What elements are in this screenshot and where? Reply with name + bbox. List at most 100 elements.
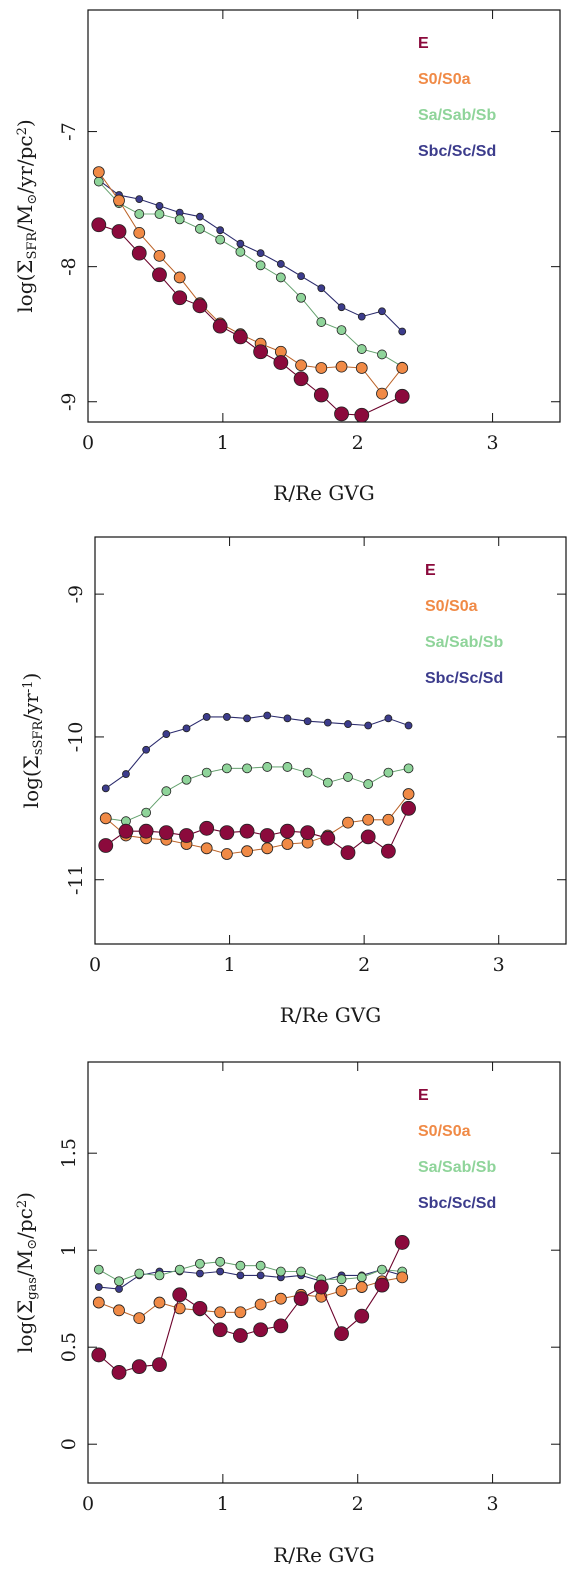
data-point — [293, 1291, 309, 1307]
data-point — [378, 307, 386, 316]
data-point — [256, 249, 265, 258]
data-point — [239, 823, 255, 839]
data-point — [98, 838, 114, 853]
series-line — [98, 1242, 403, 1374]
data-point — [356, 1272, 367, 1283]
series-line-overlay — [105, 715, 409, 789]
series-line — [98, 1276, 403, 1319]
y-tick-label: 0.5 — [58, 1332, 80, 1362]
data-point — [313, 387, 329, 403]
data-point — [201, 767, 212, 778]
data-point — [404, 721, 413, 730]
x-tick-label: 1 — [217, 432, 229, 454]
x-tick-label: 2 — [352, 432, 364, 454]
data-point — [377, 1264, 387, 1275]
data-point — [322, 777, 333, 788]
legend-item: S0/S0a — [418, 1123, 471, 1140]
legend-item: S0/S0a — [418, 71, 471, 88]
y-tick-label: -10 — [65, 722, 87, 753]
data-point — [335, 1285, 348, 1297]
data-point — [202, 713, 211, 721]
data-point — [300, 825, 316, 841]
data-point — [155, 201, 164, 210]
data-point — [263, 711, 272, 720]
data-point — [323, 718, 332, 727]
series-line-overlay — [98, 1269, 403, 1290]
data-point — [141, 807, 152, 818]
series-line-overlay — [105, 808, 409, 853]
x-tick-label: 1 — [224, 954, 236, 976]
x-tick-label: 2 — [352, 1493, 364, 1515]
y-tick-label: 1 — [58, 1244, 80, 1256]
data-point — [99, 812, 112, 825]
series-line — [105, 793, 410, 855]
data-point — [235, 246, 246, 257]
data-point — [221, 763, 232, 774]
series-line — [105, 766, 409, 822]
data-point — [295, 359, 307, 372]
series-line — [98, 179, 403, 332]
x-tick-label: 1 — [217, 1493, 229, 1515]
data-point — [215, 1256, 226, 1267]
data-point — [215, 234, 226, 245]
data-point — [111, 224, 127, 239]
data-point — [296, 292, 306, 303]
x-tick-label: 0 — [82, 432, 94, 454]
data-point — [374, 1277, 390, 1293]
data-point — [315, 362, 328, 374]
data-point — [396, 1271, 409, 1284]
data-point — [320, 830, 336, 846]
data-point — [343, 772, 353, 782]
data-point — [280, 823, 295, 839]
series-line — [105, 714, 409, 789]
data-point — [196, 1269, 204, 1278]
data-point — [382, 813, 395, 826]
data-point — [363, 779, 374, 789]
data-point — [273, 1318, 289, 1334]
legend-item: Sa/Sab/Sb — [425, 634, 503, 651]
data-point — [255, 260, 266, 271]
data-point — [232, 1328, 248, 1343]
data-point — [91, 217, 107, 233]
data-point — [93, 176, 104, 187]
data-point — [212, 318, 228, 334]
data-point — [262, 762, 273, 772]
data-point — [199, 820, 215, 836]
series-line-overlay — [98, 1277, 403, 1319]
series-line — [98, 1261, 403, 1282]
y-tick-label: -8 — [58, 257, 80, 276]
data-point — [92, 166, 105, 178]
data-area — [91, 166, 410, 422]
data-point — [142, 745, 151, 754]
data-point — [313, 1279, 329, 1295]
data-point — [334, 1326, 349, 1342]
data-point — [316, 317, 327, 327]
data-point — [337, 303, 346, 312]
data-point — [181, 774, 192, 785]
legend-item: E — [418, 35, 429, 52]
data-point — [283, 714, 292, 723]
data-point — [93, 1264, 104, 1275]
data-point — [101, 784, 110, 793]
data-point — [398, 327, 407, 336]
chart-panel-3: 0 1 2 3 0 0.5 1 1.5 R/Re GVG log(Σgas/M⊙/pc2) E S0/… — [13, 1061, 561, 1567]
data-point — [340, 845, 356, 861]
plot-frame — [94, 536, 567, 945]
data-point — [384, 714, 393, 723]
y-tick-label: -9 — [65, 585, 87, 604]
data-point — [336, 325, 347, 336]
data-point — [334, 406, 349, 422]
data-point — [111, 1365, 127, 1380]
data-point — [131, 1359, 147, 1374]
data-point — [364, 721, 373, 730]
legend-item: Sa/Sab/Sb — [418, 1159, 496, 1176]
data-point — [153, 1296, 166, 1309]
data-point — [377, 349, 387, 360]
data-point — [158, 825, 174, 841]
data-point — [154, 1270, 165, 1281]
data-point — [192, 298, 208, 314]
data-point — [282, 762, 293, 772]
x-axis-label: R/Re GVG — [273, 481, 374, 505]
data-point — [256, 1271, 265, 1280]
x-axis-label: R/Re GVG — [280, 1003, 381, 1027]
